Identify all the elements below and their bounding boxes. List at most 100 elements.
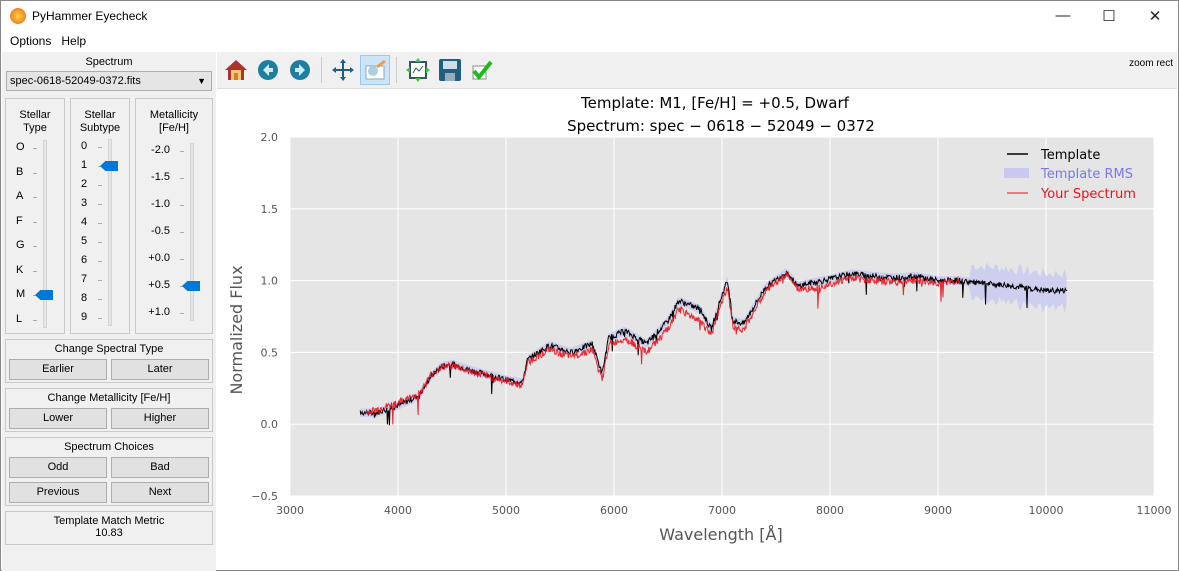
slider-option: 0 [81,140,88,152]
slider-handle[interactable] [182,281,200,291]
slider-option: G [16,239,25,251]
title-bar: PyHammer Eyecheck — ☐ ✕ [1,1,1178,31]
check-button[interactable] [467,55,497,85]
menu-bar: Options Help [1,31,1178,51]
spectrum-choices-box: Spectrum Choices Odd Bad Previous Next [5,437,213,506]
tick-mark [98,318,102,319]
tick-mark [180,151,184,152]
tick-mark [98,242,102,243]
y-tick-label: 1.0 [261,275,279,288]
plot-toolbar: zoom rect [217,52,1177,89]
plot-frame [289,136,1155,497]
tick-mark [98,166,102,167]
save-button[interactable] [435,55,465,85]
slider-option: 6 [81,254,88,266]
slider-option: 3 [81,197,88,209]
tick-mark [33,172,37,174]
maximize-button[interactable]: ☐ [1102,8,1116,25]
menu-options[interactable]: Options [10,34,52,48]
higher-button[interactable]: Higher [111,408,209,429]
tick-mark [33,270,37,272]
tick-mark [98,185,102,186]
minimize-button[interactable]: — [1055,7,1071,24]
slider-track[interactable] [108,139,112,326]
group-title: Type [23,122,47,134]
spectrum-choices-label: Spectrum Choices [64,441,154,453]
tick-mark [33,197,37,198]
x-tick-label: 10000 [1029,504,1064,517]
menu-help[interactable]: Help [61,34,87,48]
close-button[interactable]: ✕ [1148,8,1162,25]
tick-mark [98,280,102,281]
tick-mark [98,204,102,205]
x-tick-label: 3000 [276,504,304,517]
match-metric-box: Template Match Metric 10.83 [5,511,213,545]
control-panel: Spectrum spec-0618-52049-0372.fits ▼ Stel… [2,52,216,571]
pan-button[interactable] [328,55,358,85]
slider-track[interactable] [190,143,194,321]
home-icon [225,60,247,80]
x-tick-label: 8000 [816,504,844,517]
next-button[interactable]: Next [111,482,209,503]
home-button[interactable] [221,55,251,85]
slider-handle[interactable] [35,290,53,300]
tick-mark [98,147,102,148]
slider-option: A [16,190,24,202]
tick-mark [33,295,37,296]
y-tick-label: 2.0 [261,131,279,144]
tick-mark [98,223,102,224]
zoom-rect-button[interactable] [360,55,390,85]
spectrum-chart[interactable]: 3000 4000 5000 6000 7000 8000 9000 10000 11000 −0… [217,90,1179,571]
slider-option: +1.0 [148,306,170,318]
change-type-label: Change Spectral Type [54,343,164,355]
slider-option: 2 [81,178,88,190]
change-metallicity-box: Change Metallicity [Fe/H] Lower Higher [5,388,213,432]
slider-option: +0.0 [148,252,170,264]
spectrum-select[interactable]: spec-0618-52049-0372.fits ▼ [6,71,212,91]
group-title: Stellar [19,109,51,121]
x-tick-label: 4000 [384,504,412,517]
odd-button[interactable]: Odd [9,457,107,478]
y-tick-label: −0.5 [251,490,278,503]
slider-option: 7 [81,273,88,285]
legend-spectrum: Your Spectrum [1040,187,1136,202]
tick-mark [33,319,37,321]
slider-option: B [16,165,24,178]
zoom-rect-icon [365,59,386,80]
slider-option: O [16,141,25,153]
back-arrow-icon [258,60,278,80]
toolbar-mode-label: zoom rect [1129,58,1173,69]
back-button[interactable] [253,55,283,85]
tick-mark [98,261,102,262]
tick-mark [33,246,37,247]
change-type-box: Change Spectral Type Earlier Later [5,339,213,383]
lower-button[interactable]: Lower [9,408,107,429]
slider-handle[interactable] [100,161,118,171]
window-title: PyHammer Eyecheck [32,9,148,23]
group-title: Stellar [84,109,116,121]
bad-button[interactable]: Bad [111,457,209,478]
pan-arrows-icon [332,59,354,81]
chart-title-line1: Template: M1, [Fe/H] = +0.5, Dwarf [580,94,850,112]
slider-track[interactable] [43,140,47,328]
spectrum-label: Spectrum [85,56,133,68]
x-tick-label: 9000 [924,504,952,517]
checkmark-icon [472,60,493,81]
x-tick-label: 6000 [600,504,628,517]
tick-mark [180,205,184,206]
slider-option: -2.0 [151,144,170,156]
configure-subplots-button[interactable] [403,55,433,85]
slider-option: M [16,288,26,300]
forward-button[interactable] [285,55,315,85]
tick-mark [33,221,37,223]
group-title: Subtype [79,122,121,134]
previous-button[interactable]: Previous [9,482,107,503]
y-tick-label: 0.5 [261,346,279,359]
later-button[interactable]: Later [111,359,209,380]
x-axis-label: Wavelength [Å] [659,525,782,544]
legend: Template Template RMS Your Spectrum [1004,148,1136,202]
legend-rms-swatch [1004,168,1029,178]
earlier-button[interactable]: Earlier [9,359,107,380]
tick-mark [180,286,184,287]
